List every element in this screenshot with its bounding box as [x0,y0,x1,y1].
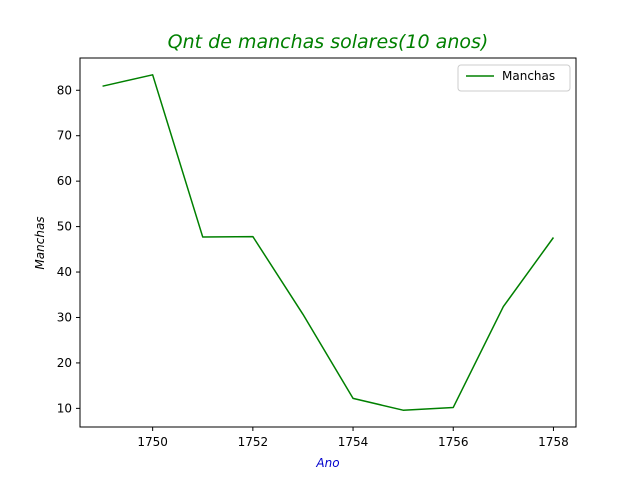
legend-label-manchas: Manchas [502,69,555,83]
x-axis-label: Ano [315,456,339,470]
y-tick-label: 10 [57,401,72,415]
y-tick-label: 80 [57,83,72,97]
y-tick-label: 30 [57,310,72,324]
x-tick-label: 1756 [438,435,469,449]
chart-title: Qnt de manchas solares(10 anos) [168,31,489,53]
y-axis-label: Manchas [33,216,47,269]
y-tick-label: 60 [57,174,72,188]
x-tick-label: 1750 [137,435,168,449]
y-tick-label: 20 [57,356,72,370]
legend: Manchas [458,65,570,91]
x-tick-label: 1752 [238,435,269,449]
y-tick-label: 50 [57,220,72,234]
y-tick-label: 70 [57,129,72,143]
x-tick-label: 1754 [338,435,369,449]
y-tick-label: 40 [57,265,72,279]
x-tick-label: 1758 [538,435,569,449]
